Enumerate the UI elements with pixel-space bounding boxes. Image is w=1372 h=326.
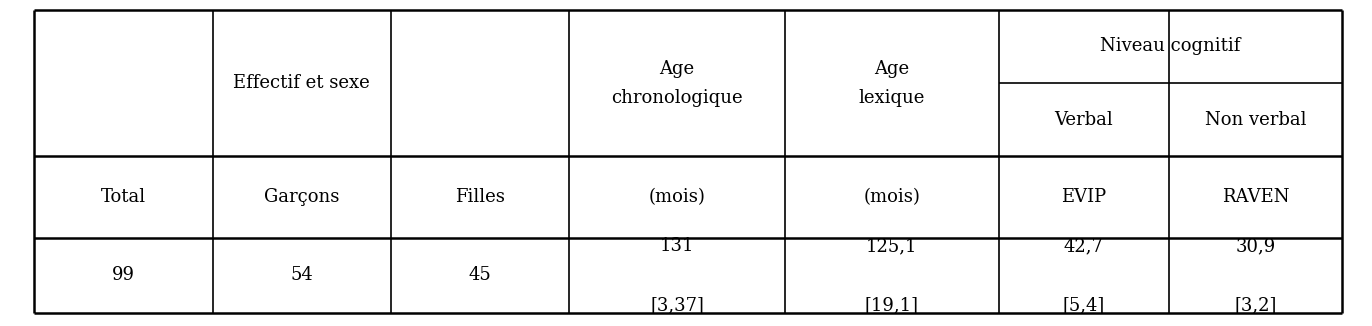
Text: [19,1]: [19,1] (864, 296, 919, 314)
Text: Niveau cognitif: Niveau cognitif (1100, 37, 1240, 55)
Text: 125,1: 125,1 (866, 237, 918, 255)
Text: 99: 99 (113, 266, 134, 285)
Text: Verbal: Verbal (1055, 111, 1113, 129)
Text: Effectif et sexe: Effectif et sexe (233, 74, 370, 92)
Text: [3,37]: [3,37] (650, 296, 704, 314)
Text: 42,7: 42,7 (1063, 237, 1104, 255)
Text: 131: 131 (660, 237, 694, 255)
Text: Age
chronologique: Age chronologique (612, 60, 742, 107)
Text: Age
lexique: Age lexique (859, 60, 925, 107)
Text: Garçons: Garçons (265, 188, 339, 206)
Text: EVIP: EVIP (1062, 188, 1106, 206)
Text: 30,9: 30,9 (1235, 237, 1276, 255)
Text: [5,4]: [5,4] (1063, 296, 1104, 314)
Text: 54: 54 (291, 266, 313, 285)
Text: (mois): (mois) (863, 188, 921, 206)
Text: [3,2]: [3,2] (1235, 296, 1276, 314)
Text: 45: 45 (469, 266, 491, 285)
Text: (mois): (mois) (649, 188, 705, 206)
Text: Filles: Filles (456, 188, 505, 206)
Text: RAVEN: RAVEN (1221, 188, 1290, 206)
Text: Non verbal: Non verbal (1205, 111, 1306, 129)
Text: Total: Total (102, 188, 145, 206)
